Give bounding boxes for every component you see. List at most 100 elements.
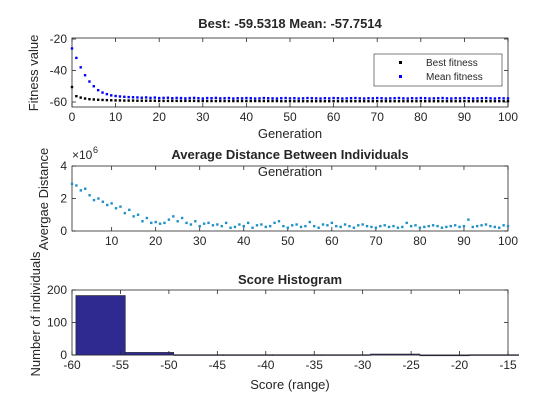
best-fitness-point — [153, 99, 157, 102]
distance-point — [194, 220, 197, 223]
distance-point — [114, 207, 118, 210]
best-fitness-point — [371, 100, 375, 103]
mean-fitness-point — [354, 96, 357, 100]
distance-point — [326, 224, 329, 227]
distance-point — [132, 215, 135, 218]
distance-point — [211, 224, 215, 227]
distance-point — [321, 223, 325, 226]
best-fitness-point — [188, 99, 191, 103]
distance-point — [136, 213, 140, 216]
best-fitness-point — [127, 99, 130, 102]
distance-point — [88, 194, 91, 197]
distance-point — [453, 224, 457, 227]
distance-point — [502, 224, 505, 227]
best-fitness-point — [149, 99, 152, 102]
best-fitness-point — [201, 99, 204, 103]
distance-point — [207, 221, 210, 225]
mean-fitness-point — [336, 97, 340, 100]
distance-point — [414, 224, 417, 227]
distance-xtick-label: 20 — [149, 234, 163, 248]
mean-fitness-point — [267, 97, 270, 100]
mean-fitness-point — [476, 97, 479, 100]
distance-point — [167, 218, 171, 221]
distance-point — [255, 224, 259, 227]
mean-fitness-point — [153, 96, 157, 99]
mean-fitness-point — [463, 96, 466, 100]
mean-fitness-point — [380, 97, 383, 100]
distance-point — [409, 224, 413, 228]
histogram-ylabel: Number of individuals — [28, 251, 43, 377]
histogram-bar — [222, 354, 273, 356]
best-fitness-point — [336, 100, 340, 103]
distance-point — [308, 220, 312, 224]
distance-xtick-label: 70 — [369, 234, 383, 248]
distance-point — [449, 224, 452, 228]
mean-fitness-point — [123, 95, 126, 99]
best-fitness-point — [131, 99, 135, 102]
best-fitness-point — [175, 99, 178, 103]
mean-fitness-point — [297, 97, 300, 100]
best-fitness-point — [498, 100, 501, 103]
distance-exponent-base: ×10 — [72, 148, 93, 162]
distance-point — [370, 225, 373, 229]
distance-point — [392, 224, 395, 228]
distance-point — [467, 218, 470, 221]
best-fitness-point — [384, 100, 388, 103]
distance-ytick-label: 2 — [60, 192, 67, 206]
mean-fitness-point — [214, 96, 218, 100]
fitness-title: Best: -59.5318 Mean: -57.7514 — [198, 16, 382, 31]
distance-point — [405, 221, 408, 225]
distance-point — [220, 224, 223, 228]
mean-fitness-point — [323, 97, 327, 100]
best-fitness-point — [105, 98, 109, 102]
distance-point — [97, 197, 100, 200]
distance-point — [480, 224, 483, 227]
histogram-xtick-label: -20 — [451, 358, 469, 372]
best-fitness-point — [441, 100, 444, 103]
distance-point — [277, 220, 281, 223]
best-fitness-point — [358, 100, 361, 103]
legend-marker-best — [399, 61, 402, 64]
best-fitness-point — [367, 100, 370, 103]
best-fitness-point — [301, 100, 305, 103]
best-fitness-point — [463, 100, 466, 103]
histogram-xtick-label: -55 — [112, 358, 130, 372]
mean-fitness-point — [131, 96, 135, 99]
distance-point — [462, 224, 466, 228]
best-fitness-point — [158, 99, 161, 103]
best-fitness-point — [450, 100, 453, 103]
mean-fitness-point — [428, 97, 431, 100]
mean-fitness-point — [441, 96, 444, 100]
mean-fitness-point — [489, 97, 492, 100]
mean-fitness-point — [175, 96, 178, 100]
mean-fitness-point — [450, 97, 453, 100]
histogram-bars — [75, 295, 519, 357]
best-fitness-point — [332, 100, 335, 103]
distance-xtick-label: 40 — [237, 234, 251, 248]
best-fitness-point — [428, 100, 431, 103]
histogram-bar — [124, 352, 175, 356]
distance-point — [506, 224, 510, 228]
histogram-bar — [321, 354, 371, 356]
mean-fitness-point — [467, 97, 470, 100]
distance-point — [387, 225, 391, 229]
mean-fitness-point — [205, 96, 209, 100]
mean-fitness-point — [419, 96, 422, 100]
best-fitness-point — [262, 99, 266, 103]
mean-fitness-point — [158, 96, 161, 100]
mean-fitness-point — [114, 94, 117, 98]
mean-fitness-point — [144, 96, 148, 99]
distance-ytick-label: 4 — [60, 159, 67, 173]
histogram-axes-box — [71, 289, 509, 356]
mean-fitness-point — [75, 56, 78, 60]
distance-point — [224, 221, 228, 225]
best-fitness-point — [275, 99, 279, 103]
mean-fitness-point — [232, 97, 235, 100]
distance-point — [374, 226, 378, 229]
best-fitness-point — [506, 100, 510, 103]
fitness-xtick-label: 30 — [196, 110, 210, 124]
best-fitness-point — [410, 100, 414, 103]
distance-point — [92, 198, 96, 202]
histogram-title: Score Histogram — [238, 272, 342, 287]
histogram-ticks: -60 -55 -50 -45 -40 -35 -30 -25 -20 -15 0 100 200 — [47, 283, 517, 372]
